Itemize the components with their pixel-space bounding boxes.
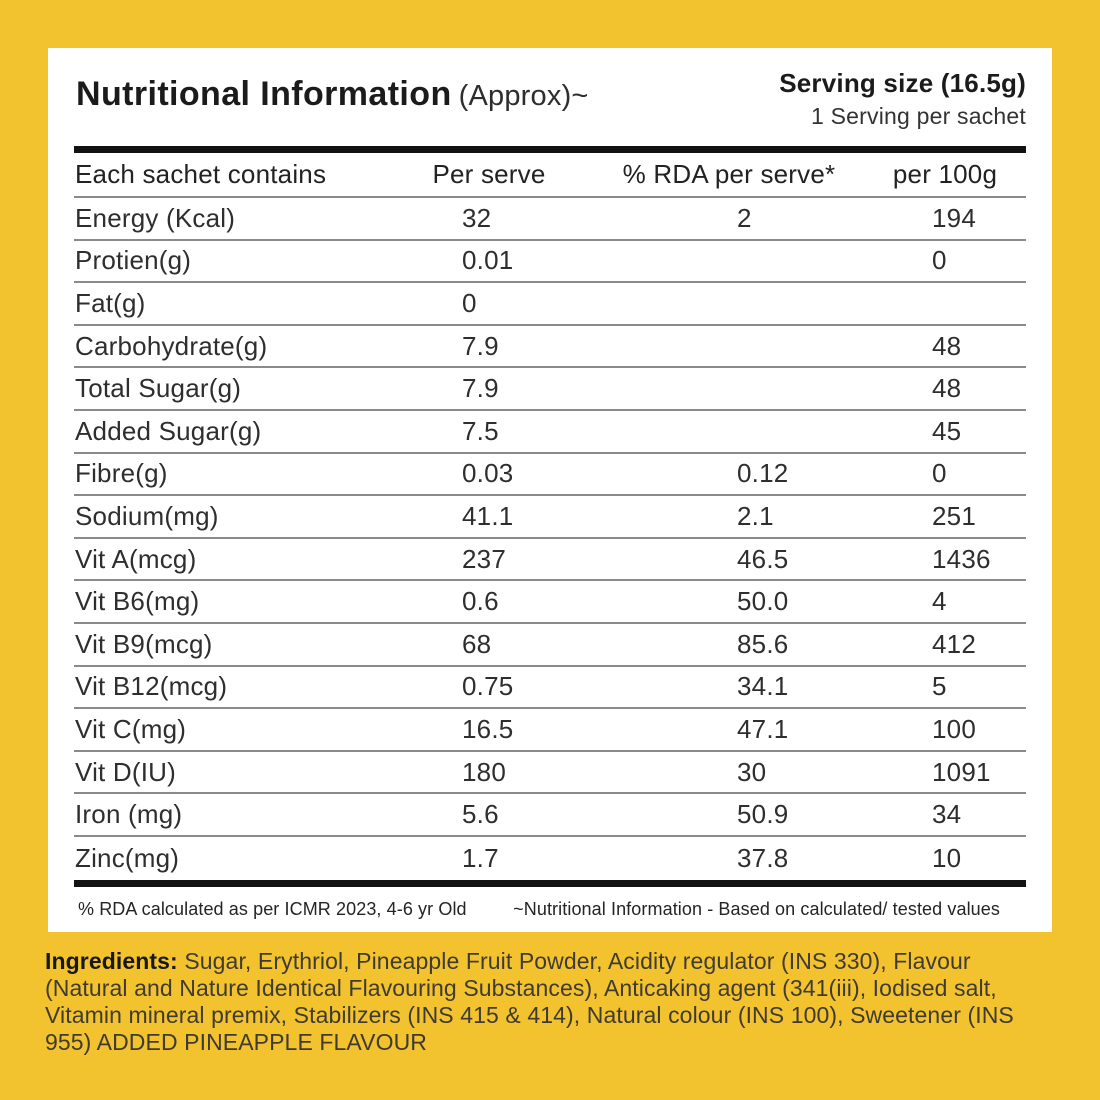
- column-header-rda: % RDA per serve*: [622, 159, 836, 189]
- table-row: Fibre(g) 0.03 0.12 0: [74, 454, 1026, 497]
- cell-per-100g: 412: [932, 628, 976, 659]
- cell-rda: 2.1: [737, 500, 774, 531]
- table-row: Total Sugar(g) 7.9 48: [74, 368, 1026, 411]
- row-label: Vit C(mg): [75, 713, 187, 744]
- table-row: Vit C(mg) 16.5 47.1 100: [74, 709, 1026, 752]
- row-label: Total Sugar(g): [75, 373, 242, 404]
- table-row: Energy (Kcal) 32 2 194: [74, 198, 1026, 241]
- cell-rda: 0.12: [737, 458, 789, 489]
- serving-size: Serving size (16.5g): [779, 68, 1026, 98]
- cell-per-serve: 0.01: [462, 245, 514, 276]
- cell-rda: 47.1: [737, 713, 789, 744]
- ingredients: Ingredients: Sugar, Erythriol, Pineapple…: [45, 948, 1059, 1057]
- header-divider: [74, 146, 1026, 153]
- column-header-per-serve: Per serve: [432, 159, 546, 189]
- cell-per-serve: 32: [462, 202, 492, 233]
- table-header-row: Each sachet contains Per serve % RDA per…: [74, 153, 1026, 198]
- cell-per-100g: 4: [932, 586, 947, 617]
- cell-per-100g: 48: [932, 330, 962, 361]
- cell-per-serve: 0: [462, 287, 477, 318]
- table-row: Vit A(mcg) 237 46.5 1436: [74, 539, 1026, 582]
- footnote-nutrition: ~Nutritional Information - Based on calc…: [513, 898, 1000, 919]
- column-header-sachet: Each sachet contains: [75, 159, 327, 189]
- table-row: Vit B6(mg) 0.6 50.0 4: [74, 581, 1026, 624]
- cell-per-serve: 0.6: [462, 586, 499, 617]
- card-header: Nutritional Information (Approx)~ Serving…: [74, 68, 1026, 138]
- cell-per-100g: 45: [932, 415, 962, 446]
- cell-per-serve: 0.03: [462, 458, 514, 489]
- title-suffix: (Approx)~: [458, 80, 589, 112]
- cell-per-serve: 237: [462, 543, 506, 574]
- cell-per-100g: 100: [932, 713, 976, 744]
- cell-rda: 46.5: [737, 543, 789, 574]
- row-label: Carbohydrate(g): [75, 330, 268, 361]
- table-body: Energy (Kcal) 32 2 194 Protien(g) 0.01 0 Fat(g)…: [74, 198, 1026, 880]
- footnote-rda: % RDA calculated as per ICMR 2023, 4-6 y…: [78, 898, 467, 919]
- table-bottom-divider: [74, 879, 1026, 887]
- cell-per-serve: 7.9: [462, 373, 499, 404]
- cell-per-serve: 41.1: [462, 500, 514, 531]
- cell-rda: 37.8: [737, 842, 789, 873]
- cell-per-serve: 7.5: [462, 415, 499, 446]
- ingredients-text: Sugar, Erythriol, Pineapple Fruit Powder…: [45, 948, 1014, 1056]
- cell-rda: 34.1: [737, 671, 789, 702]
- cell-per-serve: 68: [462, 628, 492, 659]
- cell-per-100g: 10: [932, 842, 962, 873]
- cell-per-serve: 5.6: [462, 799, 499, 830]
- row-label: Vit B12(mcg): [75, 671, 228, 702]
- cell-rda: 2: [737, 202, 752, 233]
- cell-per-serve: 1.7: [462, 842, 499, 873]
- cell-rda: 50.9: [737, 799, 789, 830]
- table-row: Vit B12(mcg) 0.75 34.1 5: [74, 667, 1026, 710]
- cell-per-serve: 0.75: [462, 671, 514, 702]
- table-row: Vit B9(mcg) 68 85.6 412: [74, 624, 1026, 667]
- cell-rda: 50.0: [737, 586, 789, 617]
- cell-rda: 30: [737, 756, 767, 787]
- row-label: Fibre(g): [75, 458, 168, 489]
- cell-rda: 85.6: [737, 628, 789, 659]
- cell-per-serve: 180: [462, 756, 506, 787]
- row-label: Vit D(IU): [75, 756, 176, 787]
- cell-per-serve: 7.9: [462, 330, 499, 361]
- page-title: Nutritional Information (Approx)~: [76, 75, 589, 113]
- serving-note: 1 Serving per sachet: [811, 103, 1026, 129]
- cell-per-100g: 5: [932, 671, 947, 702]
- cell-per-serve: 16.5: [462, 713, 514, 744]
- serving-info: Serving size (16.5g) 1 Serving per sache…: [779, 68, 1026, 130]
- table-row: Sodium(mg) 41.1 2.1 251: [74, 496, 1026, 539]
- footnotes: % RDA calculated as per ICMR 2023, 4-6 y…: [74, 887, 1026, 920]
- table-row: Protien(g) 0.01 0: [74, 241, 1026, 284]
- row-label: Energy (Kcal): [75, 202, 236, 233]
- row-label: Vit B6(mg): [75, 586, 200, 617]
- cell-per-100g: 48: [932, 373, 962, 404]
- title-main: Nutritional Information: [76, 75, 452, 113]
- row-label: Protien(g): [75, 245, 192, 276]
- table-row: Vit D(IU) 180 30 1091: [74, 752, 1026, 795]
- cell-per-100g: 0: [932, 245, 947, 276]
- row-label: Sodium(mg): [75, 500, 219, 531]
- cell-per-100g: 0: [932, 458, 947, 489]
- cell-per-100g: 194: [932, 202, 976, 233]
- nutrition-card: Nutritional Information (Approx)~ Serving…: [48, 48, 1052, 932]
- cell-per-100g: 251: [932, 500, 976, 531]
- row-label: Vit A(mcg): [75, 543, 197, 574]
- table-row: Carbohydrate(g) 7.9 48: [74, 326, 1026, 369]
- table-row: Iron (mg) 5.6 50.9 34: [74, 794, 1026, 837]
- row-label: Iron (mg): [75, 799, 183, 830]
- ingredients-label: Ingredients:: [45, 948, 178, 974]
- row-label: Zinc(mg): [75, 842, 180, 873]
- cell-per-100g: 1091: [932, 756, 991, 787]
- cell-per-100g: 1436: [932, 543, 991, 574]
- table-row: Added Sugar(g) 7.5 45: [74, 411, 1026, 454]
- table-row: Zinc(mg) 1.7 37.8 10: [74, 837, 1026, 880]
- row-label: Fat(g): [75, 287, 146, 318]
- table-row: Fat(g) 0: [74, 283, 1026, 326]
- row-label: Added Sugar(g): [75, 415, 262, 446]
- column-header-per-100g: per 100g: [892, 159, 998, 189]
- row-label: Vit B9(mcg): [75, 628, 213, 659]
- cell-per-100g: 34: [932, 799, 962, 830]
